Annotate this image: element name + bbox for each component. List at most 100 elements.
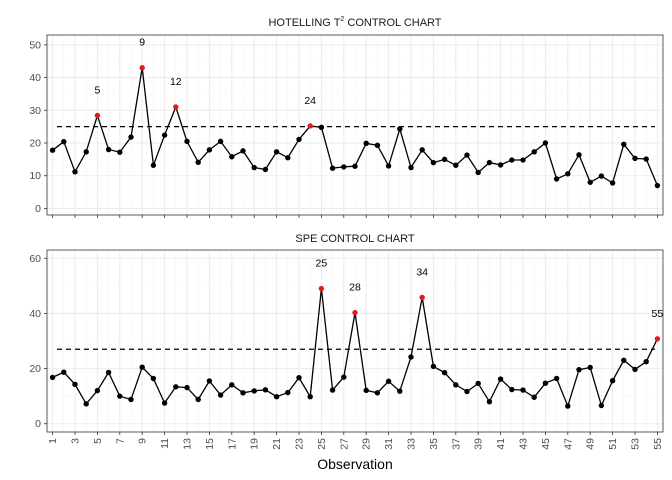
hotelling-data-point [643,156,649,162]
x-tick-label: 43 [518,438,530,450]
hotelling-y-tick-label: 50 [29,39,41,51]
spe-data-point [374,390,381,396]
hotelling-y-tick-label: 40 [29,72,41,84]
x-tick-label: 53 [630,438,642,450]
hotelling-data-point [273,149,280,155]
x-tick-label: 15 [204,438,216,450]
spe-data-point [587,364,593,371]
hotelling-data-point [598,173,605,179]
x-tick-label: 31 [383,438,395,450]
spe-data-point [341,374,347,380]
hotelling-data-point [195,159,201,166]
spe-data-point [553,375,560,382]
hotelling-data-point [397,126,403,132]
hotelling-data-point [520,157,526,163]
spe-y-tick-label: 60 [29,253,41,265]
x-tick-label: 7 [114,438,126,444]
hotelling-data-point [285,155,291,161]
x-tick-label: 37 [450,438,462,450]
spe-data-point [195,396,201,403]
hotelling-data-point [509,157,515,163]
hotelling-data-point [49,147,56,153]
hotelling-outlier-label: 5 [94,85,100,97]
spe-outlier-label: 25 [316,258,328,270]
x-tick-label: 5 [92,438,104,444]
x-tick-label: 1 [47,438,59,444]
spe-data-point [576,366,582,373]
spe-data-point [105,369,112,376]
hotelling-data-point [565,171,571,177]
x-tick-label: 25 [316,438,328,450]
spe-data-point [61,369,67,375]
hotelling-data-point [296,136,302,143]
spe-data-point [285,389,291,396]
hotelling-data-point [486,159,493,166]
spe-data-point [161,400,168,406]
hotelling-data-point [229,154,235,160]
x-tick-label: 33 [406,438,418,450]
spe-data-point [240,390,246,396]
x-tick-label: 41 [495,438,507,450]
spe-data-point [94,387,101,394]
x-tick-label: 49 [585,438,597,450]
spe-data-point [385,378,392,384]
x-axis: 1 3 5 7 9 11 13 15 17 19 21 23 25 27 29 31 33 35 37 39 41 43 4… [47,215,664,450]
spe-data-point [206,378,213,384]
spe-data-point [273,394,280,400]
x-tick-label: 27 [338,438,350,450]
hotelling-outlier-label: 9 [139,37,145,49]
spe-data-point [486,398,493,405]
hotelling-data-point [341,164,347,170]
x-tick-label: 11 [159,438,171,449]
hotelling-data-point [576,152,582,158]
spe-outlier-label: 28 [349,282,361,294]
spe-data-point [430,363,437,370]
hotelling-data-point [632,155,638,162]
hotelling-y-tick-label: 30 [29,105,41,117]
hotelling-data-point [654,182,661,189]
spe-data-point [128,396,134,403]
spe-data-point [509,386,515,393]
hotelling-data-point [262,166,269,173]
hotelling-data-point [542,140,549,146]
hotelling-data-point [453,162,459,168]
spe-data-point [542,380,549,386]
hotelling-data-point [72,169,78,175]
spe-data-point [49,374,56,381]
spe-data-point [83,401,89,407]
hotelling-data-point [441,156,448,163]
hotelling-title-suffix: CONTROL CHART [344,17,441,29]
spe-data-point [397,388,403,394]
x-tick-label: 9 [137,438,149,444]
spe-data-point [184,384,190,391]
spe-data-point [251,388,257,394]
x-tick-label: 19 [249,438,261,450]
spe-data-point [497,376,504,382]
hotelling-data-point [206,147,213,153]
spe-outlier-point [654,336,661,342]
spe-data-point [520,387,526,393]
spe-outlier-label: 55 [652,308,664,320]
x-tick-label: 17 [226,438,238,450]
hotelling-y-tick-label: 0 [35,203,41,215]
hotelling-data-point [318,124,325,130]
hotelling-data-point [117,149,123,155]
hotelling-panel-title: HOTELLING T2 CONTROL CHART [268,16,441,29]
spe-data-point [643,358,649,365]
hotelling-data-point [240,148,246,154]
spe-y-tick-label: 40 [29,308,41,320]
spe-data-point [621,357,627,364]
spe-y-tick-label: 20 [29,363,41,375]
x-tick-label: 3 [70,438,82,444]
hotelling-data-point [83,149,89,155]
spe-data-point [307,394,313,400]
hotelling-data-point [251,164,257,171]
spe-data-point [453,382,459,388]
hotelling-data-point [128,134,134,140]
spe-panel-border [46,249,664,433]
spe-outlier-point [352,309,358,316]
hotelling-y-tick-label: 10 [29,170,41,182]
x-tick-label: 45 [540,438,552,450]
hotelling-outlier-point [94,112,101,119]
